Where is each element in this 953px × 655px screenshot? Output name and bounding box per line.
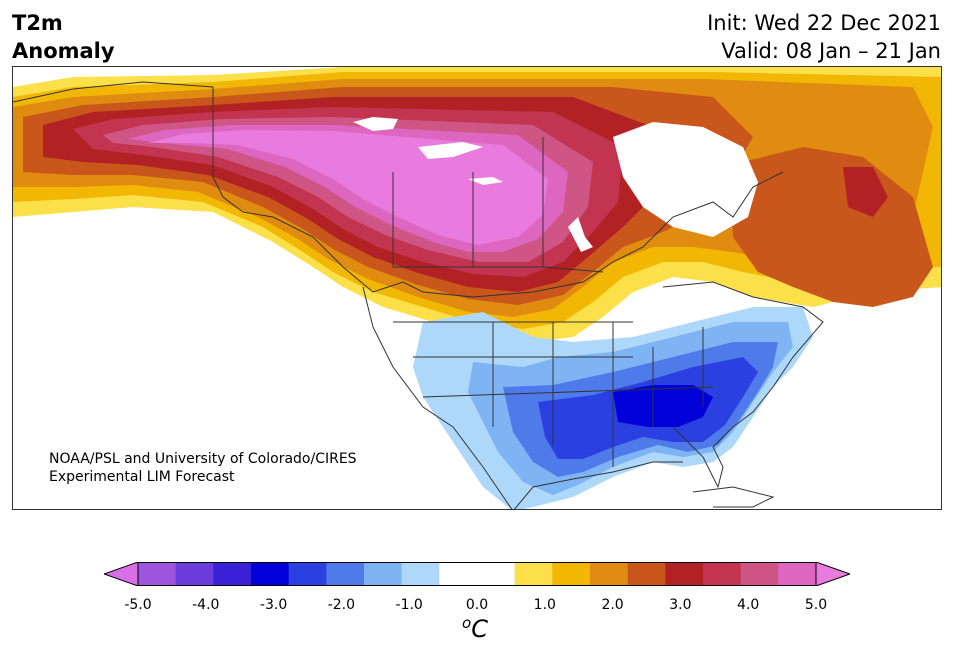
colorbar-tick-label: 0.0 [465, 597, 489, 613]
colorbar-tick-label: -1.0 [395, 597, 423, 613]
anomaly-map [12, 66, 942, 510]
map-title: T2m Anomaly [12, 9, 115, 65]
colorbar-swatch [401, 562, 440, 586]
colorbar-swatch [175, 562, 214, 586]
colorbar-swatch [138, 562, 177, 586]
boundaries [13, 81, 824, 509]
colorbar-tick-label: 3.0 [669, 597, 692, 613]
title-line-anomaly: Anomaly [12, 39, 115, 63]
valid-range: Valid: 08 Jan – 21 Jan [721, 39, 941, 63]
colorbar-swatch [778, 562, 817, 586]
colorbar [104, 562, 850, 586]
colorbar-arrow-right [815, 562, 850, 586]
colorbar-swatch [552, 562, 591, 586]
colorbar-swatch [740, 562, 779, 586]
colorbar-tick-label: -2.0 [327, 597, 356, 613]
colorbar-tick-label: -5.0 [124, 597, 152, 613]
map-canvas [13, 67, 941, 509]
colorbar-tick-label: -3.0 [259, 597, 288, 613]
colorbar-swatch [627, 562, 666, 586]
colorbar-frame [137, 562, 817, 586]
colorbar-arrow-left [104, 562, 139, 586]
colorbar-swatch [439, 562, 478, 586]
colorbar-swatch [665, 562, 704, 586]
init-date: Init: Wed 22 Dec 2021 [707, 11, 941, 35]
colorbar-swatch [251, 562, 290, 586]
forecast-dates: Init: Wed 22 Dec 2021 Valid: 08 Jan – 21… [707, 9, 941, 65]
colorbar-tick-label: 4.0 [737, 597, 760, 613]
credit-text: NOAA/PSL and University of Colorado/CIRE… [49, 450, 357, 486]
colorbar-tick-label: 5.0 [804, 597, 828, 613]
colorbar-swatch [288, 562, 327, 586]
units-label: oC [462, 614, 488, 643]
colorbar-tick-label: 2.0 [601, 597, 624, 613]
colorbar-swatch [213, 562, 252, 586]
credit-line-1: NOAA/PSL and University of Colorado/CIRE… [49, 451, 357, 467]
colorbar-swatch [326, 562, 365, 586]
colorbar-swatch [364, 562, 403, 586]
credit-line-2: Experimental LIM Forecast [49, 469, 235, 485]
colorbar-tick-label: -4.0 [192, 597, 220, 613]
units-degree: o [462, 614, 472, 632]
colorbar-swatch [514, 562, 553, 586]
colorbar-swatch [590, 562, 629, 586]
colorbar-swatch [703, 562, 742, 586]
colorbar-tick-label: 1.0 [533, 597, 556, 613]
units-celsius: C [471, 615, 488, 643]
title-line-variable: T2m [12, 11, 63, 35]
colorbar-swatch [477, 562, 516, 586]
